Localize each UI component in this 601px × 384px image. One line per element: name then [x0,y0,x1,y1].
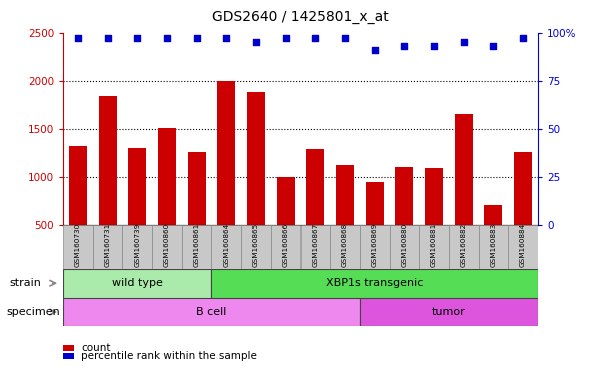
Bar [129,148,146,273]
Bar [360,298,538,326]
Bar [419,225,449,269]
Bar [300,225,330,269]
Text: GSM160869: GSM160869 [371,222,377,266]
Bar [247,92,265,273]
Bar [449,225,478,269]
Bar [63,345,74,351]
Bar [425,168,443,273]
Text: XBP1s transgenic: XBP1s transgenic [326,278,423,288]
Text: GSM160739: GSM160739 [134,222,140,266]
Text: strain: strain [9,278,41,288]
Text: specimen: specimen [6,307,59,317]
Bar [212,269,538,298]
Point [370,47,379,53]
Bar [69,146,87,273]
Point [311,35,320,41]
Text: GSM160883: GSM160883 [490,222,496,266]
Bar [366,182,383,273]
Point [103,35,112,41]
Bar [336,165,354,273]
Point [132,35,142,41]
Text: wild type: wild type [112,278,163,288]
Text: GSM160868: GSM160868 [342,222,348,266]
Text: tumor: tumor [432,307,466,317]
Text: GSM160865: GSM160865 [253,222,259,266]
Text: GSM160731: GSM160731 [105,222,111,266]
Text: GSM160867: GSM160867 [313,222,319,266]
Point [251,39,261,45]
Text: GSM160882: GSM160882 [461,222,467,266]
Point [400,43,409,49]
Text: percentile rank within the sample: percentile rank within the sample [81,351,257,361]
Text: GSM160860: GSM160860 [164,222,170,266]
Bar [123,225,152,269]
Bar [330,225,360,269]
Point [340,35,350,41]
Point [281,35,290,41]
Text: count: count [81,343,111,353]
Bar [389,225,419,269]
Text: GSM160730: GSM160730 [75,222,81,266]
Bar [218,81,235,273]
Point [222,35,231,41]
Text: GSM160880: GSM160880 [401,222,407,266]
Bar [271,225,300,269]
Bar [212,225,241,269]
Bar [484,205,502,273]
Point [162,35,172,41]
Text: GSM160866: GSM160866 [282,222,288,266]
Bar [63,225,93,269]
Bar [276,177,294,273]
Bar [508,225,538,269]
Point [73,35,83,41]
Bar [99,96,117,273]
Bar [63,353,74,359]
Text: GSM160864: GSM160864 [224,222,230,266]
Bar [63,298,360,326]
Point [489,43,498,49]
Bar [307,149,325,273]
Bar [158,128,176,273]
Bar [182,225,212,269]
Bar [63,269,212,298]
Point [459,39,469,45]
Text: GSM160881: GSM160881 [431,222,437,266]
Text: GSM160884: GSM160884 [520,222,526,266]
Text: GSM160861: GSM160861 [194,222,200,266]
Point [192,35,201,41]
Bar [241,225,271,269]
Bar [478,225,508,269]
Bar [455,114,472,273]
Text: GDS2640 / 1425801_x_at: GDS2640 / 1425801_x_at [212,10,389,23]
Bar [360,225,389,269]
Point [429,43,439,49]
Point [518,35,528,41]
Bar [395,167,413,273]
Bar [152,225,182,269]
Text: B cell: B cell [197,307,227,317]
Bar [188,152,206,273]
Bar [93,225,123,269]
Bar [514,152,532,273]
